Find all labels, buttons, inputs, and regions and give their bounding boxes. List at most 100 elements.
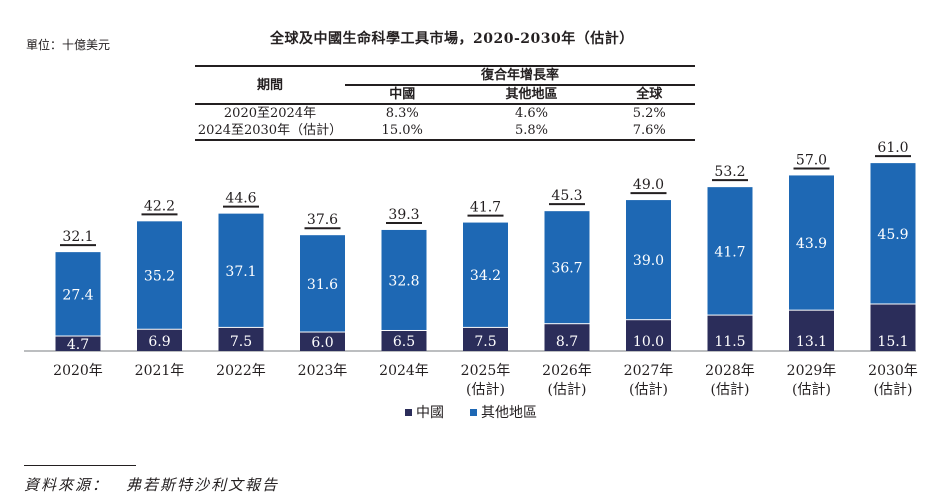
chart-title: 全球及中國生命科學工具市場，2020-2030年（估計）: [270, 31, 634, 47]
data-label-china: 11.5: [714, 334, 745, 350]
data-label-total: 45.3: [551, 188, 582, 204]
bar-china: [544, 324, 590, 351]
data-label-rest-of-world: 41.7: [714, 244, 745, 260]
unit-label: 單位：十億美元: [26, 38, 111, 52]
cagr-global-cell: 7.6%: [632, 123, 666, 138]
data-label-china: 6.9: [148, 334, 170, 350]
data-label-china: 8.7: [556, 334, 578, 350]
data-label-rest-of-world: 27.4: [62, 287, 93, 303]
x-tick-label: 2027年: [624, 363, 674, 379]
data-label-total: 37.6: [307, 212, 338, 228]
bar-china: [870, 304, 916, 351]
data-label-total: 39.3: [388, 207, 419, 223]
data-label-rest-of-world: 37.1: [225, 264, 256, 280]
bar-rest-of-world: [300, 235, 345, 332]
data-label-total: 32.1: [62, 229, 93, 245]
data-label-rest-of-world: 35.2: [144, 269, 175, 285]
data-label-rest-of-world: 36.7: [551, 261, 582, 277]
bar-china: [707, 315, 753, 351]
cagr-group-header: 復合年增長率: [345, 66, 695, 86]
bar-rest-of-world: [55, 252, 101, 336]
legend-item-rest-of-world: 其他地區: [470, 402, 537, 422]
x-tick-label: 2029年: [787, 363, 837, 379]
data-label-rest-of-world: 43.9: [796, 236, 827, 252]
data-label-china: 6.0: [311, 335, 333, 351]
x-tick-label: 2021年: [135, 363, 185, 379]
bar-china: [463, 327, 508, 351]
x-tick-label: 2030年: [868, 363, 918, 379]
col-header-global: 全球: [636, 87, 663, 102]
legend-item-china: 中國: [405, 402, 444, 422]
data-label-china: 15.1: [877, 334, 908, 350]
data-label-china: 13.1: [796, 334, 827, 350]
table-row: 2020至2024年 8.3% 4.6% 5.2%: [195, 104, 695, 122]
x-tick-label: 2026年: [542, 363, 592, 379]
bar-china: [381, 330, 427, 351]
bar-china: [300, 332, 345, 351]
col-header-china: 中國: [389, 87, 416, 102]
legend-swatch-china: [405, 408, 412, 416]
data-label-china: 6.5: [393, 334, 415, 350]
bar-china: [789, 310, 834, 351]
legend: 中國 其他地區: [405, 402, 537, 422]
bar-rest-of-world: [381, 229, 427, 330]
period-cell: 2020至2024年: [223, 106, 317, 121]
x-tick-label: 2024年: [379, 363, 429, 379]
cagr-rest-cell: 4.6%: [514, 106, 548, 121]
col-header-rest-of-world: 其他地區: [505, 87, 558, 102]
bar-rest-of-world: [463, 222, 508, 327]
bar-rest-of-world: [218, 213, 264, 327]
bar-rest-of-world: [707, 187, 753, 315]
data-label-total: 41.7: [470, 200, 501, 216]
data-label-total: 49.0: [633, 177, 664, 193]
data-label-china: 4.7: [67, 337, 89, 353]
cagr-china-cell: 8.3%: [385, 106, 419, 121]
data-label-rest-of-world: 45.9: [877, 227, 908, 243]
bar-rest-of-world: [870, 163, 916, 304]
data-label-rest-of-world: 32.8: [388, 273, 419, 289]
period-cell: 2024至2030年（估計）: [197, 123, 343, 138]
source-note: 資料來源： 弗若斯特沙利文報告: [24, 476, 280, 494]
data-label-total: 53.2: [714, 164, 745, 180]
bar-rest-of-world: [626, 200, 671, 320]
cagr-global-cell: 5.2%: [632, 106, 666, 121]
x-tick-label: 2022年: [216, 363, 266, 379]
x-tick-label: 2020年: [53, 363, 103, 379]
data-label-total: 61.0: [877, 140, 908, 156]
bar-china: [626, 320, 671, 351]
x-tick-label: (估計): [711, 382, 750, 398]
source-divider: [24, 465, 136, 466]
table-row: 2024至2030年（估計） 15.0% 5.8% 7.6%: [195, 122, 695, 140]
bar-rest-of-world: [137, 221, 182, 329]
x-tick-label: 2023年: [298, 363, 348, 379]
x-tick-label: (估計): [466, 382, 505, 398]
period-header: 期間: [256, 77, 283, 93]
x-tick-label: (估計): [629, 382, 668, 398]
legend-label-china: 中國: [416, 405, 444, 421]
x-tick-label: 2025年: [461, 363, 511, 379]
cagr-china-cell: 15.0%: [381, 123, 423, 138]
legend-label-rest-of-world: 其他地區: [481, 405, 537, 421]
legend-swatch-rest-of-world: [470, 408, 477, 416]
cagr-table: 期間 復合年增長率 中國 其他地區 全球 2020至2024年 8.3% 4.6…: [195, 65, 695, 141]
data-label-rest-of-world: 34.2: [470, 268, 501, 284]
x-tick-label: (估計): [548, 382, 587, 398]
data-label-total: 44.6: [225, 191, 256, 207]
bar-rest-of-world: [544, 211, 590, 324]
x-tick-label: (估計): [792, 382, 831, 398]
data-label-china: 7.5: [230, 334, 252, 350]
data-label-total: 42.2: [144, 198, 175, 214]
x-tick-label: (估計): [874, 382, 913, 398]
bar-china: [137, 329, 182, 351]
cagr-rest-cell: 5.8%: [514, 123, 548, 138]
x-tick-label: 2028年: [705, 363, 755, 379]
data-label-total: 57.0: [796, 152, 827, 168]
bar-china: [218, 327, 264, 351]
bar-rest-of-world: [789, 175, 834, 310]
data-label-rest-of-world: 31.6: [307, 277, 338, 293]
data-label-china: 7.5: [474, 334, 496, 350]
bar-china: [55, 336, 101, 351]
data-label-rest-of-world: 39.0: [633, 253, 664, 269]
data-label-china: 10.0: [633, 334, 664, 350]
